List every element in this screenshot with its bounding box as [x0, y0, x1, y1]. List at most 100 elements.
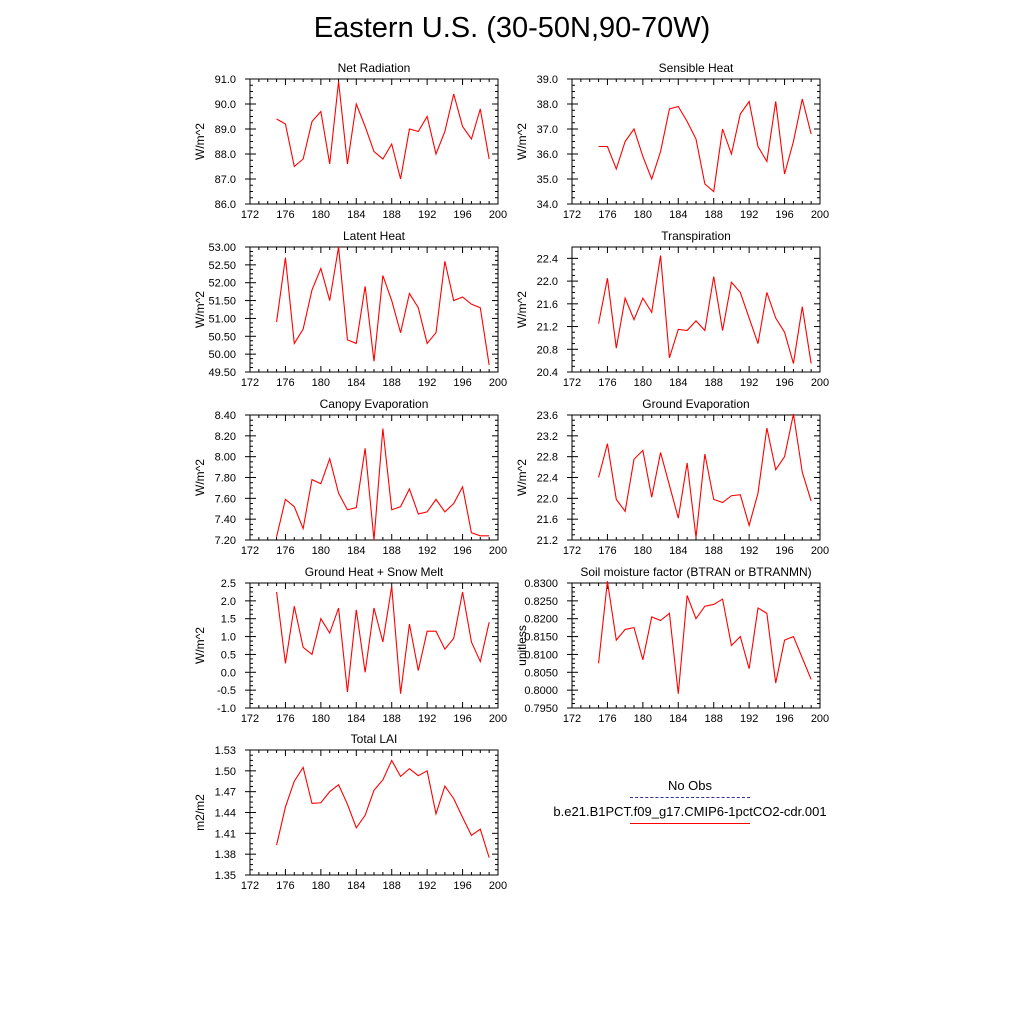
chart-latent-heat-ylabel: W/m^2	[193, 291, 207, 328]
chart-total-lai-ytick-label: 1.47	[215, 787, 236, 799]
chart-ground-heat-snow-melt-xtick-label: 188	[383, 713, 401, 725]
chart-transpiration-ytick-label: 21.6	[537, 299, 558, 311]
chart-latent-heat-xtick-label: 172	[241, 377, 259, 389]
chart-soil-moisture-factor-btran-or-btranmn-ytick-label: 0.8000	[524, 685, 558, 697]
chart-latent-heat-frame	[249, 246, 499, 373]
chart-ground-heat-snow-melt-ytick-label: -1.0	[217, 703, 236, 715]
chart-total-lai-ytick-label: 1.41	[215, 828, 236, 840]
chart-sensible-heat-xtick-label: 180	[634, 209, 652, 221]
chart-latent-heat-title: Latent Heat	[343, 229, 406, 243]
chart-ground-evaporation-title: Ground Evaporation	[642, 397, 749, 411]
chart-transpiration-ytick-label: 22.0	[537, 276, 558, 288]
chart-sensible-heat-series-line	[598, 98, 812, 193]
chart-transpiration-xtick-label: 200	[811, 377, 829, 389]
chart-transpiration-xtick-label: 188	[705, 377, 723, 389]
chart-total-lai-xtick-label: 176	[276, 880, 294, 892]
chart-sensible-heat-ytick-label: 38.0	[537, 99, 558, 111]
chart-ground-heat-snow-melt-ylabel: W/m^2	[193, 627, 207, 664]
chart-transpiration-xtick-label: 196	[775, 377, 793, 389]
chart-canopy-evaporation-ytick-label: 8.20	[215, 431, 236, 443]
chart-ground-evaporation-xtick-label: 180	[634, 545, 652, 557]
chart-latent-heat-xtick-label: 188	[383, 377, 401, 389]
chart-ground-heat-snow-melt-xtick-label: 180	[312, 713, 330, 725]
chart-total-lai-xtick-label: 188	[383, 880, 401, 892]
chart-ground-heat-snow-melt-ytick-label: 0.5	[221, 649, 236, 661]
chart-ground-evaporation-ytick-label: 23.2	[537, 431, 558, 443]
chart-ground-evaporation-xtick-label: 196	[775, 545, 793, 557]
chart-transpiration-ylabel: W/m^2	[515, 291, 529, 328]
chart-latent-heat-series-line	[276, 246, 490, 365]
chart-soil-moisture-factor-btran-or-btranmn-series-line	[598, 581, 812, 694]
chart-soil-moisture-factor-btran-or-btranmn-xtick-label: 196	[775, 713, 793, 725]
legend-line-model	[630, 823, 750, 824]
chart-sensible-heat-xtick-label: 192	[740, 209, 758, 221]
chart-net-radiation-frame	[249, 78, 499, 205]
chart-net-radiation-ytick-label: 91.0	[215, 74, 236, 86]
chart-ground-evaporation-xtick-label: 200	[811, 545, 829, 557]
chart-ground-evaporation-xtick-label: 176	[598, 545, 616, 557]
chart-canopy-evaporation-ytick-label: 8.00	[215, 452, 236, 464]
chart-canopy-evaporation-xtick-label: 192	[418, 545, 436, 557]
chart-sensible-heat-ytick-label: 37.0	[537, 124, 558, 136]
chart-soil-moisture-factor-btran-or-btranmn-ytick-label: 0.8200	[524, 614, 558, 626]
chart-latent-heat-xtick-label: 196	[453, 377, 471, 389]
chart-sensible-heat-xtick-label: 184	[669, 209, 687, 221]
legend: No Obs b.e21.B1PCT.f09_g17.CMIP6-1pctCO2…	[520, 778, 860, 830]
chart-transpiration-ytick-label: 20.4	[537, 367, 558, 379]
chart-latent-heat-ytick-label: 50.50	[208, 331, 236, 343]
chart-sensible-heat-ytick-label: 34.0	[537, 199, 558, 211]
chart-total-lai-ytick-label: 1.53	[215, 745, 236, 757]
chart-ground-heat-snow-melt-ytick-label: 2.5	[221, 578, 236, 590]
chart-transpiration-title: Transpiration	[661, 229, 731, 243]
chart-net-radiation-xtick-label: 196	[453, 209, 471, 221]
chart-ground-heat-snow-melt: 172 176 180 184 188 192 196 200 -1.0 -0.5 0.0 0.5 1.…	[193, 565, 507, 725]
chart-canopy-evaporation-ytick-label: 7.60	[215, 493, 236, 505]
chart-net-radiation-ytick-label: 88.0	[215, 149, 236, 161]
chart-soil-moisture-factor-btran-or-btranmn-ytick-label: 0.8300	[524, 578, 558, 590]
chart-transpiration-ytick-label: 22.4	[537, 253, 558, 265]
chart-latent-heat-ytick-label: 52.50	[208, 260, 236, 272]
chart-transpiration-xtick-label: 192	[740, 377, 758, 389]
chart-canopy-evaporation-series-line	[276, 428, 490, 541]
chart-ground-heat-snow-melt-xtick-label: 172	[241, 713, 259, 725]
chart-latent-heat-xtick-label: 176	[276, 377, 294, 389]
chart-sensible-heat-ytick-label: 36.0	[537, 149, 558, 161]
figure-title: Eastern U.S. (30-50N,90-70W)	[313, 12, 711, 44]
chart-latent-heat-ytick-label: 51.50	[208, 296, 236, 308]
chart-net-radiation-ytick-label: 87.0	[215, 174, 236, 186]
chart-ground-heat-snow-melt-xtick-label: 176	[276, 713, 294, 725]
chart-soil-moisture-factor-btran-or-btranmn-ytick-label: 0.8050	[524, 667, 558, 679]
chart-ground-heat-snow-melt-series-line	[276, 586, 490, 694]
chart-canopy-evaporation-ytick-label: 8.40	[215, 410, 236, 422]
chart-net-radiation-xtick-label: 188	[383, 209, 401, 221]
chart-ground-evaporation-ytick-label: 22.0	[537, 493, 558, 505]
chart-net-radiation-xtick-label: 172	[241, 209, 259, 221]
chart-ground-evaporation-xtick-label: 172	[563, 545, 581, 557]
chart-total-lai-xtick-label: 200	[489, 880, 507, 892]
chart-sensible-heat-ytick-label: 39.0	[537, 74, 558, 86]
chart-sensible-heat-xtick-label: 200	[811, 209, 829, 221]
chart-net-radiation: 172 176 180 184 188 192 196 200 86.0 87.0 88.0 89.0…	[193, 61, 507, 221]
chart-ground-heat-snow-melt-xtick-label: 200	[489, 713, 507, 725]
chart-transpiration-series-line	[598, 255, 812, 364]
chart-soil-moisture-factor-btran-or-btranmn-title: Soil moisture factor (BTRAN or BTRANMN)	[580, 565, 811, 579]
chart-total-lai-ytick-label: 1.35	[215, 870, 236, 882]
chart-transpiration-frame	[571, 246, 821, 373]
chart-soil-moisture-factor-btran-or-btranmn-ytick-label: 0.8250	[524, 596, 558, 608]
chart-transpiration-xtick-label: 184	[669, 377, 687, 389]
chart-soil-moisture-factor-btran-or-btranmn-xtick-label: 180	[634, 713, 652, 725]
chart-ground-evaporation-ytick-label: 21.6	[537, 514, 558, 526]
chart-canopy-evaporation-xtick-label: 196	[453, 545, 471, 557]
chart-ground-evaporation-xtick-label: 188	[705, 545, 723, 557]
chart-transpiration-ytick-label: 21.2	[537, 322, 558, 334]
chart-sensible-heat-xtick-label: 188	[705, 209, 723, 221]
chart-canopy-evaporation-xtick-label: 180	[312, 545, 330, 557]
chart-ground-heat-snow-melt-ytick-label: 0.0	[221, 667, 236, 679]
chart-canopy-evaporation-xtick-label: 200	[489, 545, 507, 557]
chart-total-lai-xtick-label: 180	[312, 880, 330, 892]
chart-ground-heat-snow-melt-xtick-label: 192	[418, 713, 436, 725]
chart-ground-evaporation-ytick-label: 21.2	[537, 535, 558, 547]
chart-latent-heat-xtick-label: 180	[312, 377, 330, 389]
chart-soil-moisture-factor-btran-or-btranmn-xtick-label: 188	[705, 713, 723, 725]
